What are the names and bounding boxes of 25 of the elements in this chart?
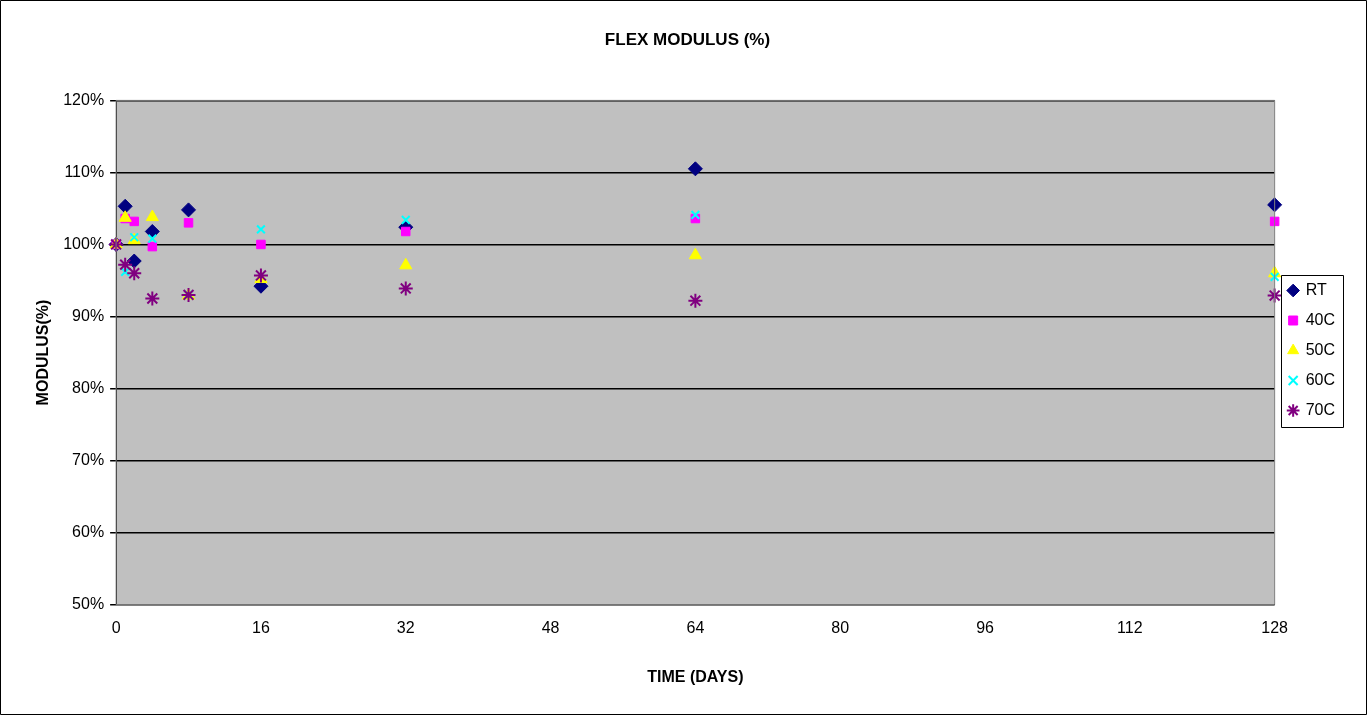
y-tick-label: 90% (72, 306, 105, 324)
legend-label: 60C (1305, 370, 1336, 388)
legend-label: 50C (1305, 340, 1336, 358)
legend-label: RT (1305, 280, 1327, 298)
x-tick-label: 48 (541, 618, 560, 636)
y-tick-label: 80% (72, 378, 105, 396)
x-tick-label: 112 (1117, 618, 1143, 636)
y-tick-label: 50% (72, 595, 105, 613)
chart-title: FLEX MODULUS (%) (604, 29, 771, 49)
x-axis-title: TIME (DAYS) (647, 667, 744, 685)
y-tick-label: 60% (72, 522, 105, 540)
x-tick-label: 16 (252, 618, 270, 636)
x-tick-label: 32 (396, 618, 415, 636)
x-tick-label: 0 (111, 618, 121, 636)
y-tick-label: 120% (63, 90, 105, 108)
x-tick-label: 80 (831, 618, 850, 636)
legend-label: 70C (1305, 400, 1336, 418)
x-tick-label: 64 (686, 618, 705, 636)
y-tick-label: 100% (63, 234, 105, 252)
y-axis-title: MODULUS(%) (34, 299, 52, 406)
x-tick-label: 128 (1261, 618, 1289, 636)
y-tick-label: 110% (64, 162, 105, 180)
y-tick-label: 70% (72, 450, 105, 468)
x-tick-label: 96 (976, 618, 995, 636)
legend-label: 40C (1305, 310, 1336, 328)
